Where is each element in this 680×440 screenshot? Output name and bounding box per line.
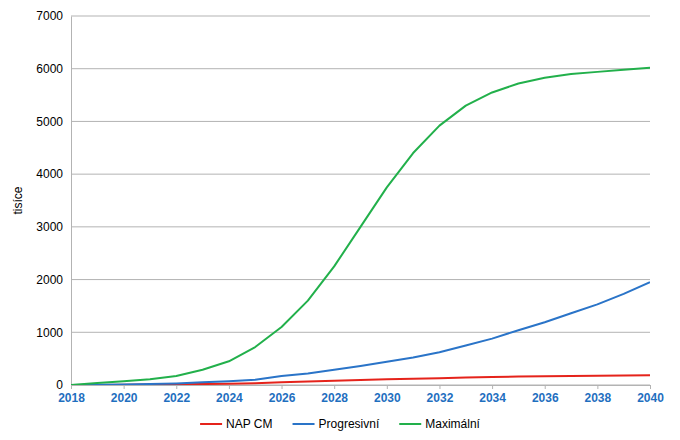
- grid-line: [71, 332, 650, 333]
- y-tick: 5000: [36, 115, 71, 129]
- x-tick-label: 2032: [427, 391, 454, 405]
- y-tick: 4000: [36, 167, 71, 181]
- x-tick-mark: [334, 385, 335, 389]
- y-tick: 3000: [36, 220, 71, 234]
- y-tick: 6000: [36, 62, 71, 76]
- x-axis: 2018 2020 2022 2024 2026 2028 2030 2032 2034 2036…: [58, 385, 664, 405]
- y-axis-title: tisíce: [11, 186, 25, 214]
- x-tick: 2026: [269, 385, 296, 405]
- y-tick-label: 5000: [36, 115, 63, 129]
- x-tick: 2032: [427, 385, 454, 405]
- x-tick-mark: [545, 385, 546, 389]
- plot: 0100020003000400050006000700020182020202…: [36, 9, 664, 404]
- legend-label: Maximální: [425, 417, 480, 431]
- x-tick-mark: [124, 385, 125, 389]
- x-tick-label: 2034: [479, 391, 506, 405]
- y-tick-label: 6000: [36, 62, 63, 76]
- series-group: [71, 68, 650, 385]
- legend-label: NAP CM: [226, 417, 272, 431]
- x-tick: 2028: [321, 385, 348, 405]
- legend: NAP CM Progresivní Maximální: [200, 417, 481, 431]
- x-tick: 2020: [111, 385, 138, 405]
- x-tick-label: 2024: [216, 391, 243, 405]
- y-axis-line: [71, 17, 72, 386]
- x-tick: 2018: [58, 385, 85, 405]
- x-tick-label: 2036: [532, 391, 559, 405]
- y-tick: 2000: [36, 273, 71, 287]
- y-tick-label: 4000: [36, 167, 63, 181]
- x-tick-mark: [176, 385, 177, 389]
- x-tick: 2040: [637, 385, 664, 405]
- grid: [71, 16, 650, 385]
- y-tick-label: 1000: [36, 326, 63, 340]
- x-tick: 2024: [216, 385, 243, 405]
- legend-item: NAP CM: [200, 417, 272, 431]
- grid-line: [71, 174, 650, 175]
- x-tick-label: 2028: [321, 391, 348, 405]
- x-tick-mark: [439, 385, 440, 389]
- legend-item: Progresivní: [293, 417, 380, 431]
- x-tick-mark: [229, 385, 230, 389]
- y-axis: 01000200030004000500060007000: [36, 9, 71, 392]
- x-tick: 2036: [532, 385, 559, 405]
- y-tick: 1000: [36, 326, 71, 340]
- legend-label: Progresivní: [319, 417, 380, 431]
- x-tick-mark: [492, 385, 493, 389]
- x-tick: 2034: [479, 385, 506, 405]
- x-tick-label: 2030: [374, 391, 401, 405]
- x-tick-label: 2026: [269, 391, 296, 405]
- grid-line: [71, 68, 650, 69]
- x-tick-label: 2038: [585, 391, 612, 405]
- x-axis-line: [72, 385, 651, 386]
- series-line: [71, 282, 650, 385]
- x-tick-label: 2018: [58, 391, 85, 405]
- x-tick-label: 2040: [637, 391, 664, 405]
- y-tick: 7000: [36, 9, 71, 23]
- y-tick-label: 3000: [36, 220, 63, 234]
- x-tick-mark: [387, 385, 388, 389]
- legend-swatch: [200, 423, 222, 425]
- x-tick: 2022: [163, 385, 190, 405]
- x-tick-mark: [71, 385, 72, 389]
- x-tick-mark: [597, 385, 598, 389]
- legend-swatch: [293, 423, 315, 425]
- legend-swatch: [399, 423, 421, 425]
- x-tick-mark: [282, 385, 283, 389]
- grid-line: [71, 16, 650, 17]
- legend-item: Maximální: [399, 417, 480, 431]
- x-tick-label: 2020: [111, 391, 138, 405]
- grid-line: [71, 121, 650, 122]
- y-tick-label: 7000: [36, 9, 63, 23]
- x-tick-label: 2022: [163, 391, 190, 405]
- x-tick-mark: [650, 385, 651, 389]
- grid-line: [71, 279, 650, 280]
- chart: 0100020003000400050006000700020182020202…: [0, 0, 680, 440]
- x-tick: 2038: [585, 385, 612, 405]
- x-tick: 2030: [374, 385, 401, 405]
- y-tick-label: 2000: [36, 273, 63, 287]
- series-line: [71, 68, 650, 385]
